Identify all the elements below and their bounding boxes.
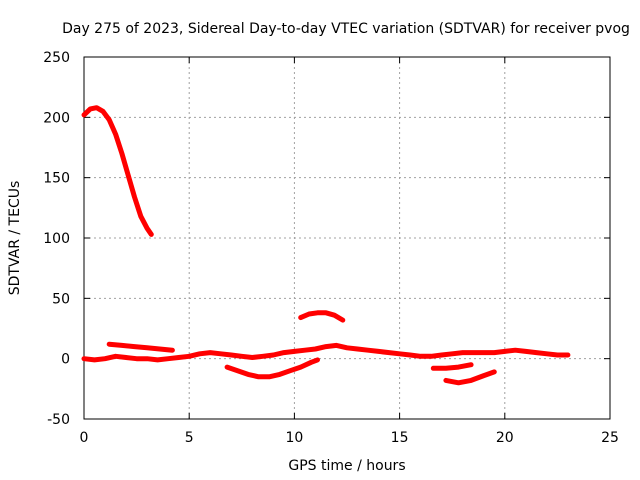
y-tick-label: 250 xyxy=(43,50,70,66)
plot-frame xyxy=(83,56,611,420)
x-tick-label: 0 xyxy=(80,430,89,446)
y-tick-label: 200 xyxy=(43,110,70,126)
series-arc-2 xyxy=(106,341,175,353)
axis-ticks: 0 5 10 15 20 25 -50 0 50 100 150 200 250 xyxy=(43,50,619,446)
x-tick-label: 5 xyxy=(185,430,194,446)
series-arc-4 xyxy=(224,357,320,380)
grid-lines xyxy=(84,57,610,419)
chart-title: Day 275 of 2023, Sidereal Day-to-day VTE… xyxy=(62,21,630,37)
x-tick-label: 10 xyxy=(285,430,303,446)
y-tick-label: 100 xyxy=(43,231,70,247)
x-tick-label: 15 xyxy=(391,430,409,446)
y-tick-label: 150 xyxy=(43,171,70,187)
y-tick-label: -50 xyxy=(47,412,70,428)
data-series xyxy=(81,105,571,386)
series-arc-1 xyxy=(81,105,154,237)
y-axis-title: SDTVAR / TECUs xyxy=(7,181,23,296)
series-arc-5 xyxy=(298,310,346,323)
series-arc-6 xyxy=(430,362,474,371)
series-arc-3 xyxy=(81,342,571,363)
y-tick-label: 50 xyxy=(52,291,70,307)
series-arc-7 xyxy=(443,369,497,386)
y-tick-label: 0 xyxy=(61,352,70,368)
x-tick-label: 25 xyxy=(601,430,619,446)
x-axis-title: GPS time / hours xyxy=(288,458,405,474)
x-tick-label: 20 xyxy=(496,430,514,446)
